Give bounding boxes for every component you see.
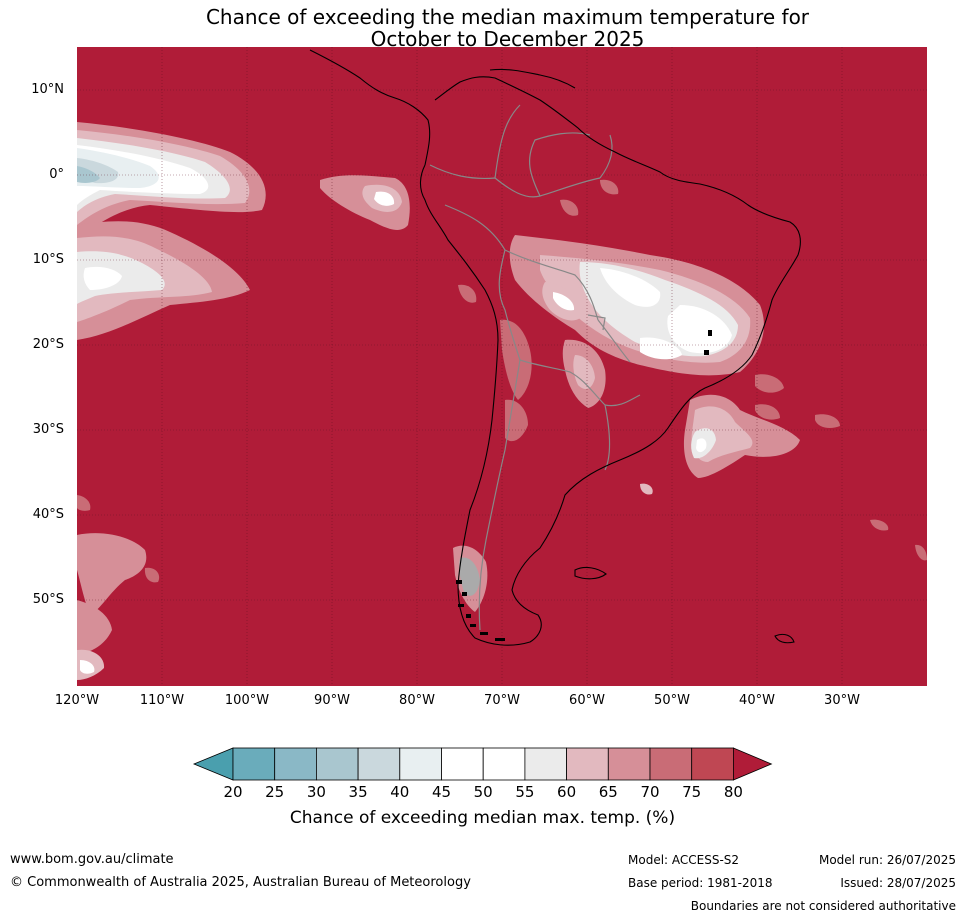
colorbar-tick: 70 bbox=[640, 783, 660, 801]
boundary-disclaimer: Boundaries are not considered authoritat… bbox=[690, 899, 956, 913]
issued-date: Issued: 28/07/2025 bbox=[840, 876, 956, 890]
lat-label: 20°S bbox=[32, 337, 64, 352]
colorbar-bin bbox=[482, 747, 526, 781]
lat-label: 50°S bbox=[32, 592, 64, 607]
colorbar-extend-low bbox=[192, 747, 234, 781]
colorbar-tick: 25 bbox=[265, 783, 285, 801]
map-plot-area bbox=[77, 47, 927, 686]
website-link[interactable]: www.bom.gov.au/climate bbox=[10, 852, 174, 867]
south-atlantic-anomaly bbox=[640, 374, 927, 561]
colorbar-tick: 75 bbox=[682, 783, 702, 801]
colorbar-bin bbox=[691, 747, 734, 781]
country-borders bbox=[429, 104, 641, 631]
colorbar-tick: 35 bbox=[348, 783, 368, 801]
colorbar-bin bbox=[441, 747, 484, 781]
map-title-line2: October to December 2025 bbox=[370, 27, 645, 51]
colorbar-tick: 55 bbox=[515, 783, 535, 801]
colorbar-tick: 50 bbox=[473, 783, 493, 801]
colorbar-bin bbox=[274, 747, 317, 781]
lon-label: 100°W bbox=[224, 693, 270, 708]
copyright-text: © Commonwealth of Australia 2025, Austra… bbox=[10, 875, 471, 890]
lat-label: 40°S bbox=[32, 507, 64, 522]
lat-label: 10°N bbox=[31, 82, 64, 97]
map-title-line1: Chance of exceeding the median maximum t… bbox=[205, 5, 810, 29]
base-period: Base period: 1981-2018 bbox=[628, 876, 773, 890]
lon-label: 110°W bbox=[139, 693, 185, 708]
lon-label: 40°W bbox=[739, 693, 775, 708]
galapagos-anomaly bbox=[320, 175, 410, 230]
colorbar-tick: 45 bbox=[431, 783, 452, 801]
lon-label: 80°W bbox=[399, 693, 435, 708]
colorbar-bin bbox=[315, 747, 359, 781]
chile-archipelago bbox=[456, 330, 712, 641]
colorbar-bin bbox=[399, 747, 442, 781]
colorbar-tick: 80 bbox=[723, 783, 743, 801]
central-brazil-anomaly bbox=[509, 235, 764, 408]
colorbar-extend-high bbox=[733, 747, 773, 781]
colorbar-bin bbox=[649, 747, 693, 781]
colorbar-tick: 65 bbox=[598, 783, 618, 801]
southwest-pacific-anomaly bbox=[77, 495, 160, 680]
lon-label: 70°W bbox=[484, 693, 520, 708]
lat-label: 30°S bbox=[32, 422, 64, 437]
model-run-date: Model run: 26/07/2025 bbox=[818, 853, 956, 867]
colorbar-bin bbox=[357, 747, 401, 781]
colorbar-label: Chance of exceeding median max. temp. (%… bbox=[289, 808, 676, 828]
graticule bbox=[77, 47, 927, 686]
south-pacific-anomaly bbox=[77, 221, 250, 340]
colorbar-tick: 60 bbox=[557, 783, 577, 801]
colorbar bbox=[192, 747, 773, 781]
lon-label: 90°W bbox=[314, 693, 350, 708]
colorbar-bin bbox=[607, 747, 651, 781]
colorbar-bin bbox=[232, 747, 276, 781]
coastlines bbox=[309, 49, 801, 646]
colorbar-tick: 30 bbox=[306, 783, 326, 801]
colorbar-bin bbox=[566, 747, 609, 781]
lon-label: 120°W bbox=[54, 693, 100, 708]
lon-label: 60°W bbox=[569, 693, 605, 708]
colorbar-bin bbox=[524, 747, 568, 781]
colorbar-tick: 40 bbox=[390, 783, 410, 801]
model-name: Model: ACCESS-S2 bbox=[628, 853, 740, 867]
lat-label: 0° bbox=[49, 167, 64, 182]
andes-anomaly bbox=[453, 179, 619, 612]
lon-label: 50°W bbox=[654, 693, 690, 708]
lon-label: 30°W bbox=[824, 693, 860, 708]
pacific-equatorial-anomaly bbox=[77, 122, 266, 240]
lat-label: 10°S bbox=[32, 252, 64, 267]
colorbar-tick: 20 bbox=[223, 783, 243, 801]
